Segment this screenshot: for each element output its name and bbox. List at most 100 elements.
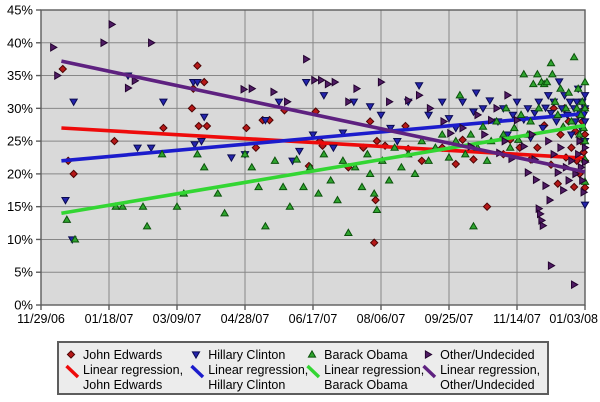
point-john-edwards xyxy=(533,143,542,152)
point-other-undecided xyxy=(571,280,579,290)
point-barack-obama xyxy=(444,152,454,161)
point-hillary-clinton xyxy=(308,131,318,140)
point-other-undecided xyxy=(377,77,386,87)
legend-line-label: Linear regression, Hillary Clinton xyxy=(208,363,308,392)
legend-column-john-edwards: John Edwards Linear regression, John Edwar… xyxy=(65,346,190,392)
point-hillary-clinton xyxy=(543,92,553,100)
point-barack-obama xyxy=(362,149,372,158)
point-barack-obama xyxy=(550,97,560,105)
point-john-edwards xyxy=(556,130,565,139)
point-barack-obama xyxy=(424,156,434,164)
point-barack-obama xyxy=(326,175,336,184)
point-hillary-clinton xyxy=(523,105,533,113)
point-john-edwards xyxy=(571,126,580,136)
point-other-undecided xyxy=(542,181,551,191)
point-barack-obama xyxy=(553,110,563,118)
point-hillary-clinton xyxy=(580,118,590,127)
point-hillary-clinton xyxy=(146,144,156,153)
y-axis-label: 0% xyxy=(14,298,33,313)
point-other-undecided xyxy=(345,97,353,107)
point-barack-obama xyxy=(505,143,515,151)
point-barack-obama xyxy=(575,129,585,138)
legend-entry-john-edwards: John Edwards xyxy=(65,346,190,363)
point-hillary-clinton xyxy=(565,98,575,107)
point-other-undecided xyxy=(575,149,583,159)
legend-column-barack-obama: Barack Obama Linear regression, Barack Oba… xyxy=(306,346,425,392)
point-other-undecided xyxy=(545,136,553,146)
point-other-undecided xyxy=(554,168,563,178)
point-other-undecided xyxy=(54,71,62,81)
legend-line-glyph xyxy=(190,364,205,379)
point-barack-obama xyxy=(534,103,544,112)
y-axis-label: 30% xyxy=(7,101,33,116)
y-axis-label: 45% xyxy=(7,3,33,18)
point-other-undecided xyxy=(459,123,468,133)
point-barack-obama xyxy=(142,221,152,230)
point-other-undecided xyxy=(284,97,292,107)
legend-line-label-line1: Linear regression, xyxy=(324,363,425,377)
point-john-edwards xyxy=(553,179,563,189)
point-other-undecided xyxy=(131,76,140,86)
x-axis-label: 01/03/08 xyxy=(549,312,598,326)
legend-line-label-line1: Linear regression, xyxy=(208,363,309,377)
point-john-edwards xyxy=(567,143,576,152)
point-barack-obama xyxy=(532,69,542,78)
point-other-undecided xyxy=(550,149,559,159)
point-barack-obama xyxy=(343,228,353,236)
point-hillary-clinton xyxy=(133,144,143,153)
point-barack-obama xyxy=(410,169,420,177)
point-barack-obama xyxy=(357,182,367,191)
point-other-undecided xyxy=(493,103,502,113)
regression-line-swatch-icon xyxy=(65,364,80,379)
point-other-undecided xyxy=(124,83,133,93)
point-john-edwards xyxy=(251,143,261,152)
legend-column-other-undecided: Other/Undecided Linear regression, Other/U… xyxy=(422,346,545,392)
point-other-undecided xyxy=(240,84,249,94)
legend-line-glyph xyxy=(422,364,437,379)
triangle-right-icon xyxy=(424,350,433,359)
point-john-edwards xyxy=(369,238,379,248)
point-barack-obama xyxy=(199,162,209,171)
point-hillary-clinton xyxy=(61,197,70,205)
legend-line-label-line1: Linear regression, xyxy=(83,363,184,377)
legend-marker-glyph xyxy=(191,351,201,360)
point-other-undecided xyxy=(270,87,279,97)
regression-line-other-undecided xyxy=(61,59,586,174)
legend-entry-regression-barack-obama: Linear regression, Barack Obama xyxy=(306,363,425,392)
point-hillary-clinton xyxy=(471,89,481,98)
x-axis-label: 03/09/07 xyxy=(153,312,202,326)
point-john-edwards xyxy=(482,202,492,211)
legend-line-label-line1: Linear regression, xyxy=(440,363,541,377)
point-other-undecided xyxy=(311,75,319,85)
point-other-undecided xyxy=(565,175,574,185)
point-john-edwards xyxy=(469,155,478,164)
point-barack-obama xyxy=(572,103,582,112)
point-hillary-clinton xyxy=(530,109,540,118)
legend-entry-regression-hillary-clinton: Linear regression, Hillary Clinton xyxy=(190,363,308,392)
point-barack-obama xyxy=(437,129,447,138)
point-barack-obama xyxy=(501,103,511,112)
legend-line-label-line2: Hillary Clinton xyxy=(208,377,286,392)
point-hillary-clinton xyxy=(478,105,488,113)
y-axis-label: 5% xyxy=(14,265,33,280)
point-other-undecided xyxy=(546,195,555,205)
point-hillary-clinton xyxy=(541,104,551,113)
point-other-undecided xyxy=(386,97,394,107)
point-hillary-clinton xyxy=(508,111,518,120)
legend-entry-other-undecided: Other/Undecided xyxy=(422,346,545,363)
y-axis-label: 25% xyxy=(7,134,33,149)
point-hillary-clinton xyxy=(294,147,304,156)
point-barack-obama xyxy=(460,149,470,158)
legend-line-label-line2: Other/Undecided xyxy=(440,377,535,392)
point-john-edwards xyxy=(242,123,251,133)
point-hillary-clinton xyxy=(424,111,434,120)
point-other-undecided xyxy=(331,77,340,87)
y-axis-label: 40% xyxy=(7,35,33,50)
point-barack-obama xyxy=(528,79,538,88)
point-other-undecided xyxy=(528,130,537,140)
point-barack-obama xyxy=(542,77,552,86)
x-axis-label: 08/06/07 xyxy=(357,312,406,326)
point-john-edwards xyxy=(451,159,461,169)
x-axis-label: 06/17/07 xyxy=(289,312,338,326)
point-barack-obama xyxy=(396,162,406,171)
